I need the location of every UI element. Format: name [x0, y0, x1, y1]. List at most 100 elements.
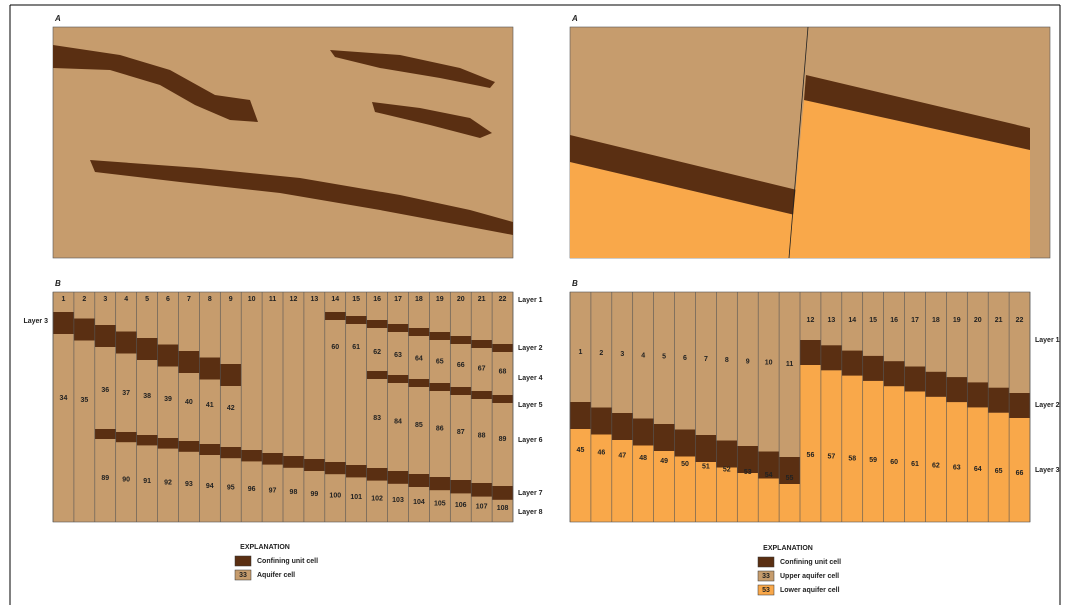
column-number: 16 — [373, 296, 381, 303]
legend-label: Confining unit cell — [257, 558, 318, 565]
legend-swatch — [757, 556, 775, 568]
confining-cell — [387, 471, 409, 484]
confining-cell — [429, 477, 451, 491]
confining-cell — [283, 456, 304, 468]
cell-number: 64 — [974, 466, 982, 473]
legend-swatch — [234, 569, 252, 581]
cell-number: 54 — [765, 472, 773, 479]
lower-aquifer-cell — [862, 380, 884, 522]
cell-number: 42 — [227, 405, 235, 412]
legend-swatch — [234, 555, 252, 567]
lower-aquifer-cell — [841, 375, 863, 522]
column-number: 14 — [848, 317, 856, 324]
column-number: 7 — [187, 296, 191, 303]
cell-number: 7 — [704, 356, 708, 363]
confining-cell — [632, 418, 654, 446]
cell-number: 66 — [1016, 470, 1024, 477]
confining-cell — [611, 413, 633, 440]
layer-label: Layer 6 — [518, 437, 543, 444]
cell-number: 64 — [415, 355, 423, 362]
confining-lens — [372, 102, 492, 138]
confining-cell — [136, 435, 158, 446]
confining-cell — [73, 318, 95, 341]
swatch-label: 33 — [239, 572, 247, 579]
cell-number: 6 — [683, 355, 687, 362]
confining-cell — [324, 312, 346, 320]
column-number: 16 — [890, 317, 898, 324]
confining-unit — [570, 135, 797, 215]
cell-number: 101 — [350, 494, 362, 501]
cell-number: 86 — [436, 425, 444, 432]
layer-label: Layer 8 — [518, 509, 543, 516]
confining-cell — [988, 387, 1010, 413]
confining-cell — [408, 379, 430, 387]
column-number: 15 — [352, 296, 360, 303]
legend-swatch — [757, 584, 775, 596]
column-number: 15 — [869, 317, 877, 324]
cell-number: 66 — [457, 362, 465, 369]
column-number: 12 — [807, 317, 815, 324]
column-number: 17 — [911, 317, 919, 324]
confining-cell — [758, 451, 780, 479]
fault — [788, 26, 809, 259]
cell-number: 41 — [206, 402, 214, 409]
cell-number: 105 — [434, 500, 446, 507]
confining-cell — [115, 331, 137, 354]
cell-number: 4 — [641, 352, 645, 359]
confining-cell — [408, 328, 430, 336]
confining-cell — [94, 429, 116, 439]
explanation-title: EXPLANATION — [763, 545, 813, 552]
cell-number: 93 — [185, 481, 193, 488]
confining-cell — [178, 441, 200, 452]
cell-number: 102 — [371, 496, 383, 503]
column-number: 1 — [62, 296, 66, 303]
confining-cell — [178, 351, 200, 373]
column-number: 18 — [415, 296, 423, 303]
column-number: 19 — [436, 296, 444, 303]
column-number: 14 — [331, 296, 339, 303]
confining-cell — [471, 391, 493, 399]
confining-cell — [115, 432, 137, 443]
cell-number: 85 — [415, 422, 423, 429]
confining-cell — [492, 395, 513, 403]
cell-number: 11 — [786, 361, 794, 368]
confining-cell — [695, 435, 717, 462]
confining-cell — [157, 438, 179, 449]
column-number: 10 — [248, 296, 256, 303]
cell-number: 99 — [310, 491, 318, 498]
confining-cell — [136, 338, 158, 360]
column-number: 22 — [1016, 317, 1024, 324]
confining-cell — [241, 450, 263, 462]
cell-number: 39 — [164, 396, 172, 403]
confining-cell — [324, 462, 346, 475]
cell-number: 49 — [660, 458, 668, 465]
cell-number: 52 — [723, 466, 731, 473]
legend-label: Aquifer cell — [257, 572, 295, 579]
column-number: 13 — [827, 317, 835, 324]
confining-cell — [492, 344, 513, 352]
cell-number: 47 — [618, 452, 626, 459]
lower-aquifer-cell — [904, 391, 926, 522]
cell-number: 97 — [269, 488, 277, 495]
column-number: 11 — [269, 296, 277, 303]
confining-cell — [967, 382, 989, 408]
cell-number: 104 — [413, 499, 425, 506]
confining-cell — [429, 332, 451, 340]
lower-aquifer-cell — [820, 370, 842, 522]
cell-number: 37 — [122, 390, 130, 397]
cell-number: 56 — [807, 452, 815, 459]
confining-lens — [90, 160, 513, 235]
confining-cell — [492, 486, 513, 500]
confining-cell — [408, 474, 430, 487]
lower-aquifer-cell — [653, 451, 675, 522]
cell-number: 36 — [101, 387, 109, 394]
column-number: 20 — [974, 317, 982, 324]
confining-cell — [904, 366, 926, 392]
column-number: 21 — [478, 296, 486, 303]
panel-label: A — [54, 14, 61, 23]
confining-unit — [804, 75, 1030, 150]
cell-number: 45 — [577, 447, 585, 454]
confining-cell — [450, 387, 472, 395]
cell-number: 58 — [848, 455, 856, 462]
layer-label: Layer 3 — [1035, 467, 1060, 474]
